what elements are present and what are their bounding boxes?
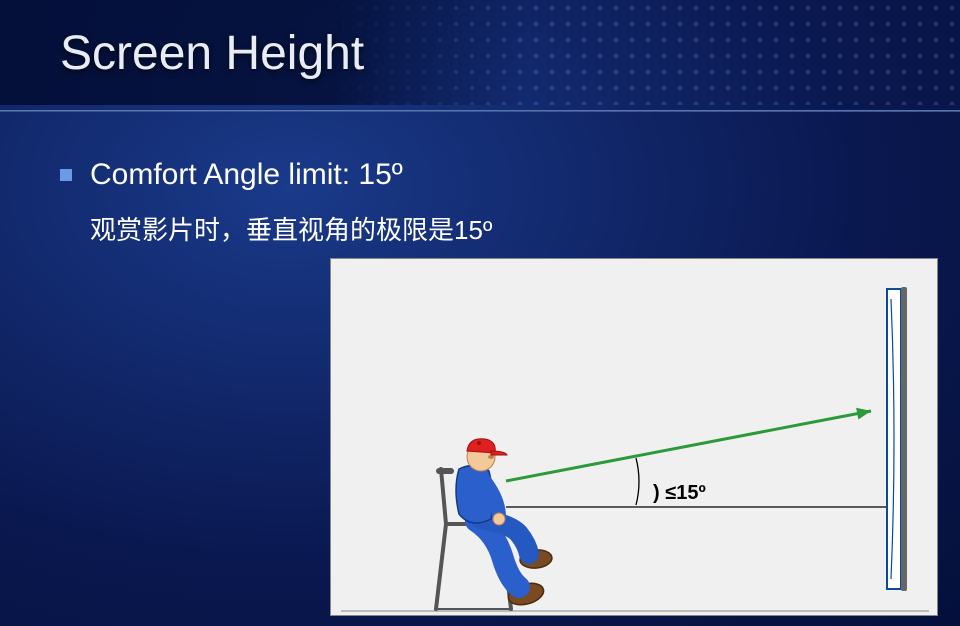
angle-arc — [636, 458, 639, 505]
screen-icon — [887, 287, 907, 591]
viewing-angle-diagram: ) ≤15º — [330, 258, 938, 616]
sightline-arrow — [506, 408, 871, 481]
sub-line: 观赏影片时，垂直视角的极限是15º — [90, 210, 492, 247]
slide: Screen Height Comfort Angle limit: 15º 观… — [0, 0, 960, 626]
title-divider — [0, 110, 960, 112]
diagram-svg: ) ≤15º — [331, 259, 939, 617]
person-icon — [436, 439, 553, 609]
slide-title: Screen Height — [60, 26, 364, 81]
bullet-icon — [60, 169, 72, 181]
bullet-row: Comfort Angle limit: 15º — [60, 158, 403, 192]
bullet-text: Comfort Angle limit: 15º — [90, 158, 403, 192]
angle-label: ) ≤15º — [653, 482, 706, 504]
